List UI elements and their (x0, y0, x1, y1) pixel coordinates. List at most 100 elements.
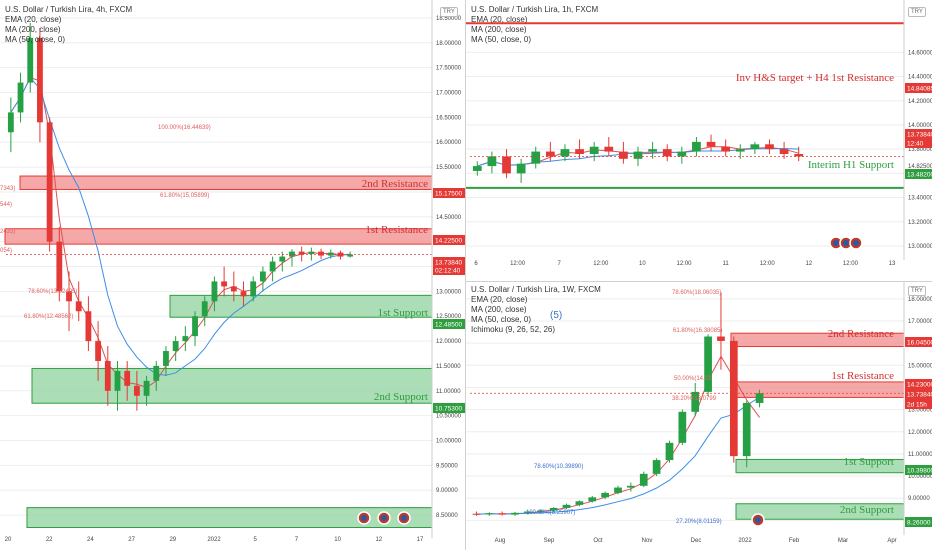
h4-candle (327, 252, 334, 256)
h4-candle (192, 316, 198, 337)
h4-zone-label-2nd-support: 2nd Support (374, 391, 428, 403)
chart-4h-canvas[interactable]: 18.50000 18.00000 17.50000 17.00000 16.50000… (0, 0, 465, 550)
h1-candle (735, 149, 745, 152)
h4-candle (7, 112, 14, 133)
w1-fib-label: 27.20%(8.01159) (676, 519, 722, 525)
h1-price-tick: 14.00000 (908, 123, 932, 129)
w1-price-tick: 9.00000 (908, 496, 930, 502)
h4-candle (104, 360, 111, 391)
h4-candle (289, 251, 295, 257)
w1-time-tick: Feb (789, 538, 800, 544)
chart-1w-indicator-ma200: MA (200, close) (471, 305, 527, 314)
h1-price-tick: 13.00000 (908, 244, 932, 250)
h1-price-tick: 13.20000 (908, 220, 932, 226)
h1-candle (633, 151, 643, 159)
h4-time-tick: 5 (254, 537, 258, 543)
h4-time-tick: 10 (334, 537, 341, 543)
w1-price-tick: 15.00000 (908, 363, 932, 369)
h1-candle (721, 146, 731, 152)
w1-candle (485, 513, 494, 515)
h1-price-tag: 12:40 (907, 141, 924, 148)
chart-1h-indicator-ema: EMA (20, close) (471, 15, 528, 24)
h1-candle (589, 146, 599, 154)
h4-candle (279, 256, 286, 262)
chart-1w-indicator-ichimoku: Ichimoku (9, 26, 52, 26) (471, 325, 556, 334)
w1-candle (639, 473, 648, 486)
h1-time-tick: 12:00 (510, 261, 526, 267)
h4-candle (46, 122, 53, 242)
w1-candle (524, 511, 532, 513)
h4-price-tick: 12.50000 (436, 314, 462, 320)
h4-price-tick: 14.50000 (436, 215, 462, 221)
w1-price-tag: 16.04500 (907, 340, 932, 347)
w1-candle (511, 512, 519, 515)
w1-candle (498, 513, 507, 515)
h1-candle (545, 151, 555, 157)
chart-1w-canvas[interactable]: 18.0000017.0000016.0000015.0000014.00000… (466, 282, 932, 550)
h4-price-tick: 18.50000 (436, 16, 462, 22)
w1-time-tick: Mar (838, 538, 848, 544)
h1-candle (648, 149, 657, 152)
chart-1h-price-tick-extra: 14.82500 (908, 164, 932, 170)
h1-event-flag-icon-inner (853, 240, 859, 246)
w1-candle (704, 336, 712, 392)
chart-panel-1w[interactable]: 18.0000017.0000016.0000015.0000014.00000… (466, 282, 932, 550)
h1-candle (765, 144, 774, 150)
h4-candle (56, 241, 63, 292)
h4-event-flag-icon-inner (401, 515, 407, 521)
h1-time-tick: 13 (889, 261, 896, 267)
w1-candle (652, 460, 661, 474)
h4-candle (153, 365, 160, 381)
w1-price-tag: 2d 15h (907, 402, 927, 409)
h1-candle (604, 146, 614, 152)
h1-price-tag-bg (905, 83, 932, 93)
chart-1h-canvas[interactable]: 14.60000 14.40000 14.20000 14.00000 13.80000… (466, 0, 932, 281)
h4-price-tick: 9.00000 (436, 488, 458, 494)
w1-candle (562, 504, 571, 508)
w1-price-tick: 18.00000 (908, 297, 932, 303)
w1-event-flag-icon-inner (755, 517, 761, 523)
chart-4h-left-edge-label: 544) (0, 202, 12, 208)
h4-price-tick: 16.00000 (436, 140, 462, 146)
w1-price-tag: 13.73840 (907, 392, 932, 399)
h1-candle (502, 156, 511, 174)
h4-price-tick: 10.50000 (436, 414, 462, 420)
h1-time-tick: 12:00 (760, 261, 776, 267)
chart-panel-4h[interactable]: 18.50000 18.00000 17.50000 17.00000 16.50000… (0, 0, 465, 550)
h4-price-tick: 12.00000 (436, 339, 462, 345)
panel-divider-vertical (465, 0, 466, 550)
chart-4h-indicator-ma200: MA (200, close) (5, 25, 61, 34)
h4-fib-label: 100.00%(16.44639) (158, 125, 211, 131)
h4-time-tick: 27 (128, 537, 135, 543)
w1-time-tick: Aug (495, 538, 506, 544)
w1-candle (575, 501, 584, 505)
w1-price-tag: 8.26000 (907, 520, 931, 527)
h4-price-tag: 10.75300 (435, 406, 462, 413)
h4-fib-label: 61.80%(15.05899) (160, 193, 209, 199)
chart-1h-currency-badge: TRY (908, 7, 926, 17)
h4-candle (66, 291, 72, 302)
w1-fib-label: 100.00%(8.25907) (526, 510, 575, 516)
w1-time-tick: 2022 (738, 538, 752, 544)
h4-candle (85, 311, 92, 342)
h4-candle (211, 281, 218, 302)
w1-zone-label-1st-resistance: 1st Resistance (831, 370, 894, 382)
h4-ma50-line (10, 76, 351, 376)
h4-price-tick: 17.50000 (436, 66, 462, 72)
w1-time-tick: Sep (544, 538, 555, 544)
w1-candle (729, 340, 738, 457)
w1-price-tag-bg (905, 379, 932, 389)
chart-1w-title: U.S. Dollar / Turkish Lira, 1W, FXCM (471, 285, 601, 294)
h1-time-tick: 11 (722, 261, 729, 267)
chart-4h-title: U.S. Dollar / Turkish Lira, 4h, FXCM (5, 5, 133, 14)
w1-price-tick: 11.00000 (908, 452, 932, 458)
w1-candle (755, 393, 764, 403)
w1-zone-label-2nd-support: 2nd Support (840, 504, 894, 516)
h4-price-tick: 11.50000 (436, 364, 461, 370)
chart-panel-1h[interactable]: 14.60000 14.40000 14.20000 14.00000 13.80000… (466, 0, 932, 281)
h4-time-tick: 7 (295, 537, 299, 543)
h4-candle (201, 301, 208, 317)
h4-candle (27, 37, 34, 83)
w1-candle (472, 513, 481, 515)
h4-price-tag-bg (433, 257, 465, 267)
